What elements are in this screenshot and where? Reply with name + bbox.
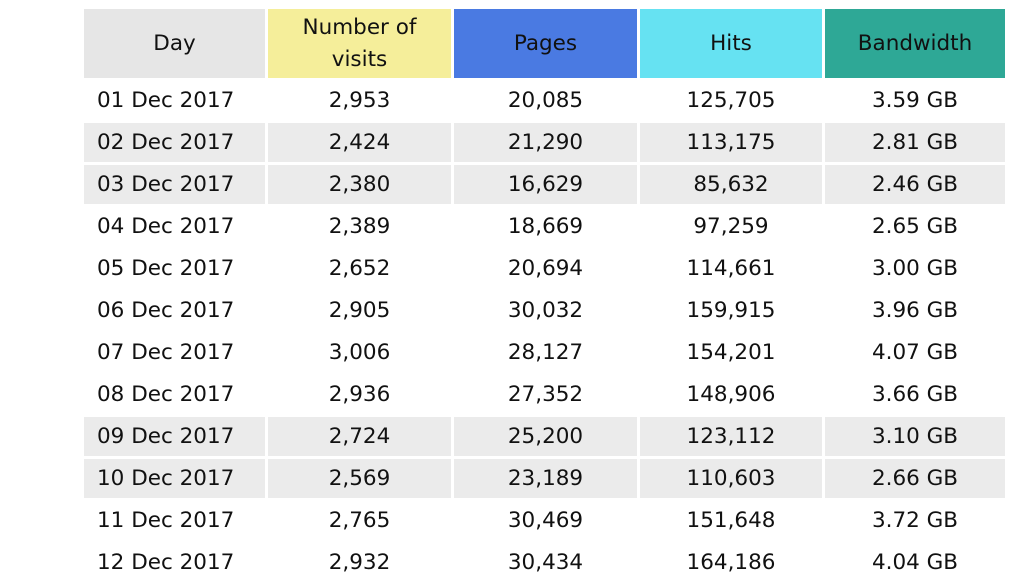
cell-pages: 30,434 — [454, 540, 637, 582]
cell-visits: 2,389 — [268, 204, 451, 246]
cell-day: 11 Dec 2017 — [84, 498, 265, 540]
cell-hits: 125,705 — [640, 78, 822, 120]
cell-bandwidth: 3.96 GB — [825, 288, 1005, 330]
cell-pages: 18,669 — [454, 204, 637, 246]
cell-visits: 2,569 — [268, 456, 451, 498]
header-day-label: Day — [153, 30, 196, 56]
cell-pages: 23,189 — [454, 456, 637, 498]
cell-bandwidth: 3.72 GB — [825, 498, 1005, 540]
cell-day: 09 Dec 2017 — [84, 414, 265, 456]
cell-bandwidth: 2.65 GB — [825, 204, 1005, 246]
cell-day: 07 Dec 2017 — [84, 330, 265, 372]
table-header: Day Number of visits Pages Hits Bandwidt… — [84, 9, 1005, 78]
cell-hits: 148,906 — [640, 372, 822, 414]
table-row: 01 Dec 2017 2,953 20,085 125,705 3.59 GB — [84, 78, 1005, 120]
cell-bandwidth: 4.04 GB — [825, 540, 1005, 582]
cell-day: 03 Dec 2017 — [84, 162, 265, 204]
header-hits: Hits — [640, 9, 822, 78]
cell-pages: 21,290 — [454, 120, 637, 162]
cell-pages: 25,200 — [454, 414, 637, 456]
cell-bandwidth: 3.59 GB — [825, 78, 1005, 120]
cell-visits: 2,652 — [268, 246, 451, 288]
cell-hits: 97,259 — [640, 204, 822, 246]
cell-hits: 110,603 — [640, 456, 822, 498]
cell-day: 02 Dec 2017 — [84, 120, 265, 162]
header-pages-label: Pages — [513, 30, 578, 56]
cell-visits: 2,905 — [268, 288, 451, 330]
cell-day: 06 Dec 2017 — [84, 288, 265, 330]
cell-day: 05 Dec 2017 — [84, 246, 265, 288]
table-row: 03 Dec 2017 2,380 16,629 85,632 2.46 GB — [84, 162, 1005, 204]
header-bandwidth-label: Bandwidth — [857, 30, 973, 56]
table-row: 05 Dec 2017 2,652 20,694 114,661 3.00 GB — [84, 246, 1005, 288]
cell-bandwidth: 2.81 GB — [825, 120, 1005, 162]
cell-hits: 113,175 — [640, 120, 822, 162]
cell-bandwidth: 3.10 GB — [825, 414, 1005, 456]
table-row: 07 Dec 2017 3,006 28,127 154,201 4.07 GB — [84, 330, 1005, 372]
header-pages: Pages — [454, 9, 637, 78]
header-row: Day Number of visits Pages Hits Bandwidt… — [84, 9, 1005, 78]
cell-visits: 3,006 — [268, 330, 451, 372]
cell-day: 08 Dec 2017 — [84, 372, 265, 414]
header-hits-label: Hits — [710, 30, 752, 56]
header-bandwidth: Bandwidth — [825, 9, 1005, 78]
table-row: 04 Dec 2017 2,389 18,669 97,259 2.65 GB — [84, 204, 1005, 246]
table-row: 09 Dec 2017 2,724 25,200 123,112 3.10 GB — [84, 414, 1005, 456]
cell-hits: 154,201 — [640, 330, 822, 372]
header-day: Day — [84, 9, 265, 78]
cell-hits: 159,915 — [640, 288, 822, 330]
header-number-of-visits: Number of visits — [268, 9, 451, 78]
cell-day: 10 Dec 2017 — [84, 456, 265, 498]
cell-pages: 16,629 — [454, 162, 637, 204]
cell-visits: 2,380 — [268, 162, 451, 204]
cell-hits: 85,632 — [640, 162, 822, 204]
cell-visits: 2,932 — [268, 540, 451, 582]
cell-hits: 123,112 — [640, 414, 822, 456]
table-body: 01 Dec 2017 2,953 20,085 125,705 3.59 GB 02 D… — [84, 78, 1005, 582]
cell-bandwidth: 4.07 GB — [825, 330, 1005, 372]
cell-hits: 114,661 — [640, 246, 822, 288]
cell-bandwidth: 2.46 GB — [825, 162, 1005, 204]
table-row: 12 Dec 2017 2,932 30,434 164,186 4.04 GB — [84, 540, 1005, 582]
cell-day: 01 Dec 2017 — [84, 78, 265, 120]
cell-hits: 151,648 — [640, 498, 822, 540]
cell-pages: 20,085 — [454, 78, 637, 120]
cell-visits: 2,424 — [268, 120, 451, 162]
cell-pages: 27,352 — [454, 372, 637, 414]
cell-pages: 30,032 — [454, 288, 637, 330]
table-row: 08 Dec 2017 2,936 27,352 148,906 3.66 GB — [84, 372, 1005, 414]
cell-bandwidth: 2.66 GB — [825, 456, 1005, 498]
table-row: 02 Dec 2017 2,424 21,290 113,175 2.81 GB — [84, 120, 1005, 162]
daily-stats-table: Day Number of visits Pages Hits Bandwidt… — [81, 9, 1008, 582]
cell-bandwidth: 3.66 GB — [825, 372, 1005, 414]
cell-pages: 30,469 — [454, 498, 637, 540]
cell-visits: 2,765 — [268, 498, 451, 540]
table-row: 11 Dec 2017 2,765 30,469 151,648 3.72 GB — [84, 498, 1005, 540]
cell-day: 04 Dec 2017 — [84, 204, 265, 246]
cell-visits: 2,953 — [268, 78, 451, 120]
table-row: 10 Dec 2017 2,569 23,189 110,603 2.66 GB — [84, 456, 1005, 498]
header-visits-label-line2: visits — [331, 46, 388, 72]
cell-hits: 164,186 — [640, 540, 822, 582]
cell-day: 12 Dec 2017 — [84, 540, 265, 582]
table-row: 06 Dec 2017 2,905 30,032 159,915 3.96 GB — [84, 288, 1005, 330]
cell-pages: 20,694 — [454, 246, 637, 288]
cell-bandwidth: 3.00 GB — [825, 246, 1005, 288]
cell-visits: 2,724 — [268, 414, 451, 456]
cell-pages: 28,127 — [454, 330, 637, 372]
header-visits-label-line1: Number of — [302, 14, 417, 40]
cell-visits: 2,936 — [268, 372, 451, 414]
